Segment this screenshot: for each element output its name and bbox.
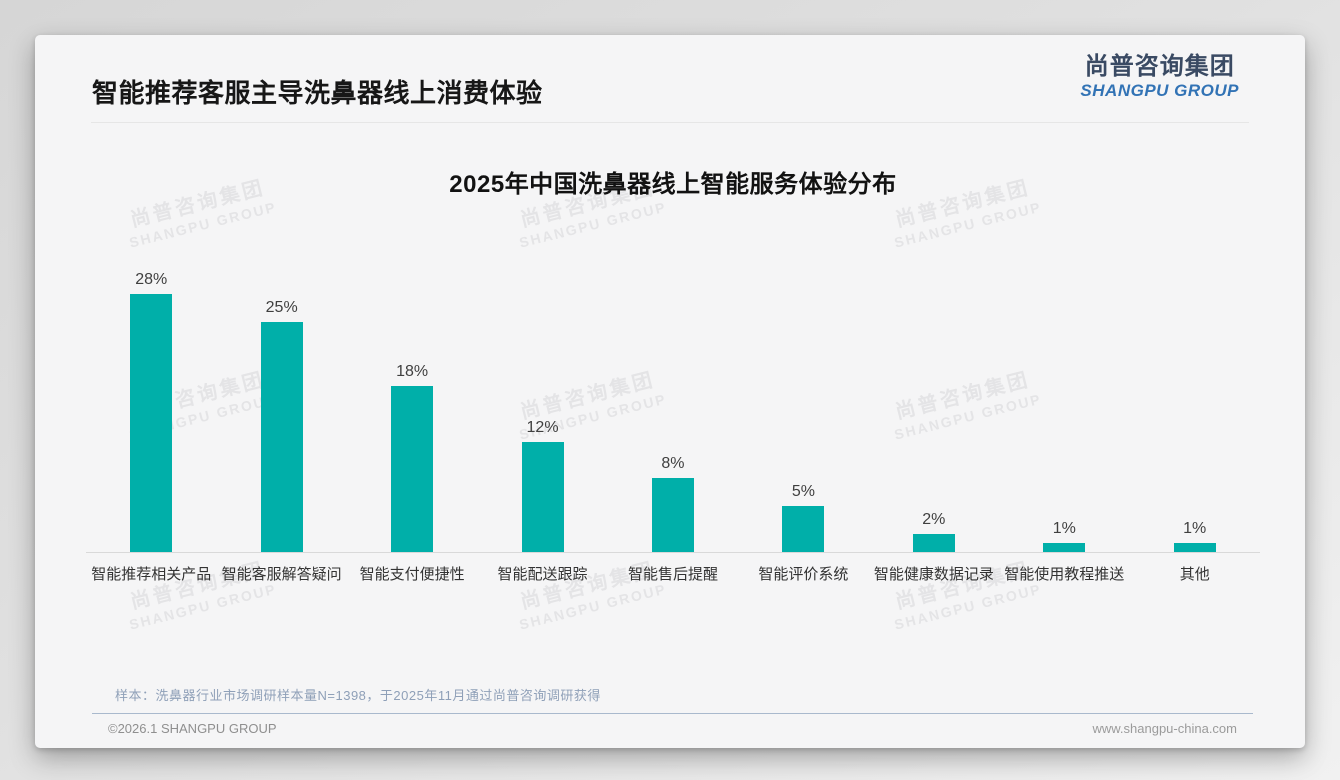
category-label: 智能售后提醒 bbox=[627, 566, 718, 583]
bar-value-label: 12% bbox=[526, 418, 559, 436]
bar-column: 28% bbox=[86, 271, 216, 552]
bar bbox=[1173, 542, 1216, 552]
logo-text-en: SHANGPU GROUP bbox=[1080, 81, 1239, 100]
bar-column: 12% bbox=[477, 419, 607, 552]
bar bbox=[521, 441, 564, 552]
copyright-text: ©2026.1 SHANGPU GROUP bbox=[108, 721, 277, 736]
watermark-text-en: SHANGPU GROUP bbox=[892, 580, 1044, 633]
bar bbox=[391, 386, 434, 552]
category-label: 智能使用教程推送 bbox=[1004, 566, 1125, 583]
bar-value-label: 8% bbox=[661, 455, 685, 473]
category-label: 智能支付便捷性 bbox=[359, 566, 465, 583]
bar-column: 5% bbox=[738, 483, 868, 552]
bar-value-label: 18% bbox=[396, 363, 429, 381]
footer-divider bbox=[92, 713, 1253, 714]
category-label: 智能推荐相关产品 bbox=[91, 566, 212, 583]
bar-column: 1% bbox=[999, 520, 1129, 552]
bar-column: 25% bbox=[216, 299, 346, 552]
slide-card: 尚普咨询集团 SHANGPU GROUP 尚普咨询集团 SHANGPU GROUP 尚普… bbox=[35, 35, 1305, 748]
bar-value-label: 28% bbox=[135, 271, 168, 289]
bar bbox=[260, 322, 303, 552]
bar bbox=[130, 294, 173, 552]
bar-value-label: 2% bbox=[922, 510, 946, 528]
company-logo: 尚普咨询集团 SHANGPU GROUP bbox=[1080, 53, 1239, 100]
bar bbox=[1043, 542, 1086, 552]
bar bbox=[782, 506, 825, 552]
category-label: 智能评价系统 bbox=[758, 566, 849, 583]
bar bbox=[912, 533, 955, 552]
category-label: 其他 bbox=[1179, 566, 1210, 583]
category-label: 智能健康数据记录 bbox=[873, 566, 994, 583]
watermark-text-en: SHANGPU GROUP bbox=[517, 580, 669, 633]
chart-title: 2025年中国洗鼻器线上智能服务体验分布 bbox=[449, 171, 897, 198]
bar-value-label: 25% bbox=[265, 299, 298, 316]
bar-chart: 2025年中国洗鼻器线上智能服务体验分布 28% 25% 18% 12% 8% 5% 2% 1… bbox=[86, 170, 1260, 584]
bar bbox=[651, 478, 694, 552]
website-url: www.shangpu-china.com bbox=[1092, 721, 1237, 736]
category-label: 智能客服解答疑问 bbox=[221, 566, 342, 583]
logo-text-zh: 尚普咨询集团 bbox=[1084, 53, 1235, 80]
sample-note: 样本：洗鼻器行业市场调研样本量N=1398，于2025年11月通过尚普咨询调研获… bbox=[115, 688, 601, 703]
bar-value-label: 1% bbox=[1183, 519, 1207, 537]
category-label: 智能配送跟踪 bbox=[497, 566, 588, 583]
bar-value-label: 5% bbox=[791, 483, 815, 500]
bar-value-label: 1% bbox=[1052, 519, 1076, 537]
bar-column: 8% bbox=[608, 455, 738, 552]
bar-column: 18% bbox=[347, 363, 477, 552]
title-divider bbox=[91, 122, 1249, 123]
bar-column: 2% bbox=[869, 511, 999, 552]
bar-column: 1% bbox=[1130, 520, 1260, 552]
plot-area: 28% 25% 18% 12% 8% 5% 2% 1% 1% bbox=[86, 262, 1260, 553]
watermark-text-en: SHANGPU GROUP bbox=[127, 580, 279, 633]
category-axis: 智能推荐相关产品 智能客服解答疑问 智能支付便捷性 智能配送跟踪 智能售后提醒 智能评价系… bbox=[86, 553, 1260, 584]
page-title: 智能推荐客服主导洗鼻器线上消费体验 bbox=[92, 78, 543, 108]
